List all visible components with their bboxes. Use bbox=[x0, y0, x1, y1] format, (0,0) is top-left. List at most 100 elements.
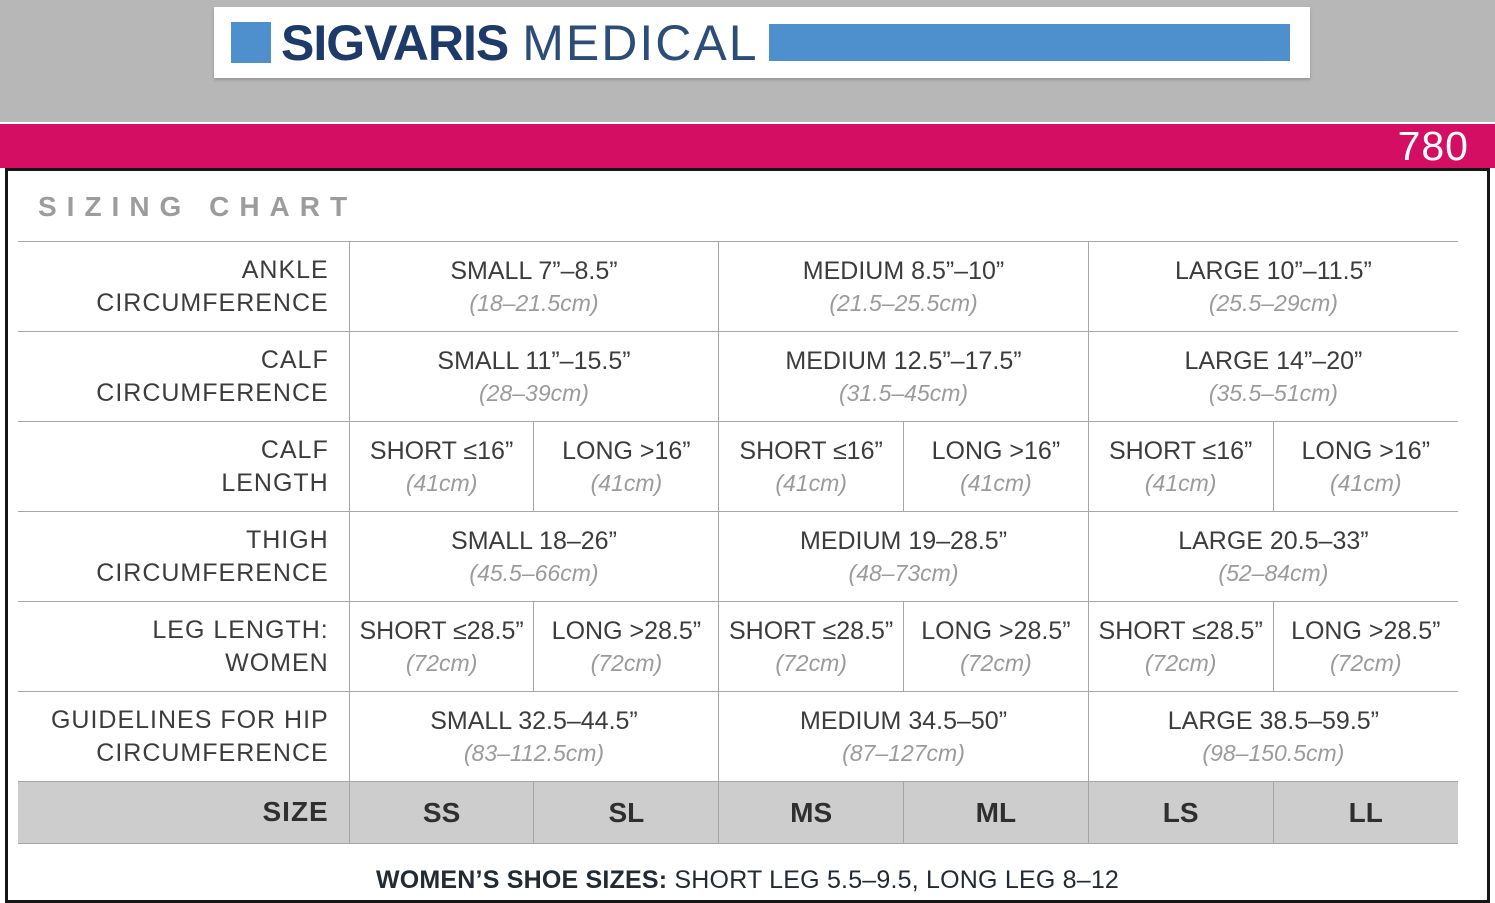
table-row-thigh-circumference: THIGH CIRCUMFERENCE SMALL 18–26” (45.5–6… bbox=[18, 511, 1458, 602]
measure-value: SHORT ≤16” bbox=[1108, 436, 1253, 465]
row-header-line1: LEG LENGTH: bbox=[152, 616, 329, 644]
measure-value: LARGE 38.5–59.5” bbox=[1167, 706, 1380, 735]
row-header-size: SIZE bbox=[18, 781, 350, 844]
brand-square-icon bbox=[231, 22, 271, 63]
measure-value: LONG >16” bbox=[562, 436, 691, 465]
measure-metric: (41cm) bbox=[405, 469, 478, 496]
shoe-sizes-footnote-text: SHORT LEG 5.5–9.5, LONG LEG 8–12 bbox=[667, 866, 1120, 894]
measure-value: LARGE 14”–20” bbox=[1184, 346, 1363, 375]
size-code-ss: SS bbox=[348, 781, 535, 844]
calf-circ-medium-cell: MEDIUM 12.5”–17.5” (31.5–45cm) bbox=[718, 331, 1089, 422]
brand-name-secondary: MEDICAL bbox=[522, 14, 759, 71]
measure-value: MEDIUM 19–28.5” bbox=[800, 526, 1008, 555]
calf-length-medium-long-cell: LONG >16” (41cm) bbox=[903, 421, 1089, 512]
ankle-large-cell: LARGE 10”–11.5” (25.5–29cm) bbox=[1087, 241, 1458, 332]
table-row-size: SIZE SS SL MS ML LS LL bbox=[18, 781, 1458, 844]
measure-metric: (31.5–45cm) bbox=[838, 379, 969, 406]
row-header-line1: THIGH bbox=[245, 526, 329, 554]
size-code-ls: LS bbox=[1087, 781, 1274, 844]
row-header-line2: CIRCUMFERENCE bbox=[96, 378, 329, 407]
row-header-ankle: ANKLE CIRCUMFERENCE bbox=[18, 241, 350, 332]
row-header-line2: CIRCUMFERENCE bbox=[96, 738, 329, 767]
leg-length-small-long-cell: LONG >28.5” (72cm) bbox=[533, 601, 720, 692]
row-header-line2: CIRCUMFERENCE bbox=[96, 288, 329, 317]
measure-value: LONG >16” bbox=[1301, 436, 1431, 465]
row-header-line1: ANKLE bbox=[241, 256, 329, 284]
measure-metric: (72cm) bbox=[405, 649, 478, 676]
brand-logo: SIGVARIS MEDICAL bbox=[214, 7, 1310, 78]
leg-length-large-long-cell: LONG >28.5” (72cm) bbox=[1272, 601, 1458, 692]
top-gray-band: SIGVARIS MEDICAL bbox=[0, 0, 1495, 122]
row-header-hip: GUIDELINES FOR HIP CIRCUMFERENCE bbox=[18, 691, 350, 782]
measure-value: SMALL 18–26” bbox=[451, 526, 617, 555]
row-header-leg-length: LEG LENGTH: WOMEN bbox=[18, 601, 350, 692]
measure-metric: (41cm) bbox=[590, 469, 663, 496]
measure-value: SHORT ≤28.5” bbox=[1098, 616, 1263, 645]
calf-length-small-long-cell: LONG >16” (41cm) bbox=[533, 421, 720, 512]
product-code: 780 bbox=[1397, 122, 1469, 169]
row-header-calf-circumference: CALF CIRCUMFERENCE bbox=[18, 331, 350, 422]
measure-metric: (52–84cm) bbox=[1218, 559, 1329, 586]
row-header-line1: GUIDELINES FOR HIP bbox=[50, 706, 329, 734]
measure-value: LARGE 20.5–33” bbox=[1178, 526, 1369, 555]
leg-length-medium-long-cell: LONG >28.5” (72cm) bbox=[903, 601, 1089, 692]
measure-value: MEDIUM 8.5”–10” bbox=[802, 256, 1005, 285]
measure-metric: (41cm) bbox=[960, 469, 1032, 496]
table-row-ankle-circumference: ANKLE CIRCUMFERENCE SMALL 7”–8.5” (18–21… bbox=[18, 241, 1458, 332]
shoe-sizes-footnote-label: WOMEN’S SHOE SIZES: bbox=[375, 866, 668, 894]
measure-value: MEDIUM 34.5–50” bbox=[800, 706, 1008, 735]
hip-large-cell: LARGE 38.5–59.5” (98–150.5cm) bbox=[1087, 691, 1458, 782]
measure-metric: (25.5–29cm) bbox=[1208, 289, 1338, 316]
measure-value: MEDIUM 12.5”–17.5” bbox=[785, 346, 1022, 375]
row-header-line2: WOMEN bbox=[225, 648, 329, 677]
thigh-medium-cell: MEDIUM 19–28.5” (48–73cm) bbox=[718, 511, 1089, 602]
calf-circ-large-cell: LARGE 14”–20” (35.5–51cm) bbox=[1087, 331, 1458, 422]
measure-metric: (28–39cm) bbox=[479, 379, 589, 406]
hip-small-cell: SMALL 32.5–44.5” (83–112.5cm) bbox=[348, 691, 720, 782]
measure-value: SHORT ≤28.5” bbox=[729, 616, 894, 645]
row-header-line2: CIRCUMFERENCE bbox=[96, 558, 329, 587]
measure-metric: (21.5–25.5cm) bbox=[829, 289, 978, 316]
row-header-line1: CALF bbox=[260, 436, 329, 464]
size-code-sl: SL bbox=[533, 781, 720, 844]
shoe-sizes-footnote: WOMEN’S SHOE SIZES: SHORT LEG 5.5–9.5, L… bbox=[8, 866, 1487, 895]
table-row-calf-length: CALF LENGTH SHORT ≤16” (41cm) LONG >16” … bbox=[18, 421, 1458, 512]
measure-metric: (72cm) bbox=[590, 649, 663, 676]
measure-metric: (72cm) bbox=[960, 649, 1032, 676]
brand-name-primary: SIGVARIS bbox=[281, 14, 509, 71]
calf-circ-small-cell: SMALL 11”–15.5” (28–39cm) bbox=[348, 331, 720, 422]
calf-length-medium-short-cell: SHORT ≤16” (41cm) bbox=[718, 421, 905, 512]
measure-value: LARGE 10”–11.5” bbox=[1174, 256, 1372, 285]
brand-bar bbox=[768, 24, 1290, 61]
thigh-large-cell: LARGE 20.5–33” (52–84cm) bbox=[1087, 511, 1458, 602]
calf-length-large-short-cell: SHORT ≤16” (41cm) bbox=[1087, 421, 1274, 512]
measure-value: SMALL 32.5–44.5” bbox=[430, 706, 638, 735]
leg-length-medium-short-cell: SHORT ≤28.5” (72cm) bbox=[718, 601, 905, 692]
size-code-ll: LL bbox=[1272, 781, 1458, 844]
measure-value: SMALL 11”–15.5” bbox=[437, 346, 631, 375]
sizing-table: ANKLE CIRCUMFERENCE SMALL 7”–8.5” (18–21… bbox=[18, 241, 1458, 844]
measure-metric: (72cm) bbox=[1144, 649, 1217, 676]
thigh-small-cell: SMALL 18–26” (45.5–66cm) bbox=[348, 511, 720, 602]
calf-length-large-long-cell: LONG >16” (41cm) bbox=[1272, 421, 1458, 512]
row-header-line1: CALF bbox=[260, 346, 329, 374]
measure-metric: (35.5–51cm) bbox=[1208, 379, 1338, 406]
leg-length-large-short-cell: SHORT ≤28.5” (72cm) bbox=[1087, 601, 1274, 692]
measure-value: LONG >16” bbox=[931, 436, 1061, 465]
table-row-calf-circumference: CALF CIRCUMFERENCE SMALL 11”–15.5” (28–3… bbox=[18, 331, 1458, 422]
measure-metric: (72cm) bbox=[775, 649, 847, 676]
measure-metric: (72cm) bbox=[1329, 649, 1402, 676]
measure-metric: (41cm) bbox=[775, 469, 847, 496]
product-stripe: 780 bbox=[0, 122, 1495, 168]
measure-metric: (41cm) bbox=[1144, 469, 1217, 496]
leg-length-small-short-cell: SHORT ≤28.5” (72cm) bbox=[348, 601, 535, 692]
table-row-hip-circumference: GUIDELINES FOR HIP CIRCUMFERENCE SMALL 3… bbox=[18, 691, 1458, 782]
ankle-medium-cell: MEDIUM 8.5”–10” (21.5–25.5cm) bbox=[718, 241, 1089, 332]
measure-value: SHORT ≤16” bbox=[739, 436, 883, 465]
measure-metric: (87–127cm) bbox=[842, 739, 965, 766]
content-sheet: SIZING CHART ANKLE CIRCUMFERENCE SMALL 7… bbox=[5, 168, 1490, 903]
measure-metric: (83–112.5cm) bbox=[463, 739, 605, 766]
measure-metric: (48–73cm) bbox=[848, 559, 959, 586]
measure-metric: (41cm) bbox=[1329, 469, 1402, 496]
table-row-leg-length-women: LEG LENGTH: WOMEN SHORT ≤28.5” (72cm) LO… bbox=[18, 601, 1458, 692]
